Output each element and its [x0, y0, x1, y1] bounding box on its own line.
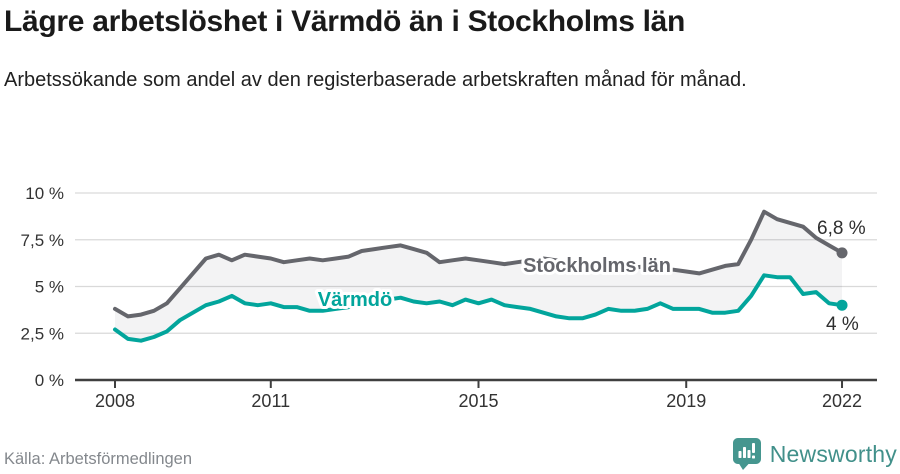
- newsworthy-bubble-chart-icon: [732, 437, 762, 471]
- x-tick-label: 2008: [95, 391, 135, 411]
- end-value-label-varmdo: 4 %: [826, 314, 859, 335]
- page-title: Lägre arbetslöshet i Värmdö än i Stockho…: [4, 5, 686, 38]
- end-dot-stockholms-lan: [836, 247, 848, 259]
- x-tick-label: 2011: [251, 391, 290, 411]
- y-tick-label: 2,5 %: [21, 324, 64, 343]
- newsworthy-wordmark: Newsworthy: [769, 440, 897, 467]
- series-label-varmdo: Värmdö: [318, 289, 392, 311]
- bar-chart-glyph: [738, 443, 755, 459]
- newsworthy-logo[interactable]: Newsworthy: [732, 437, 897, 471]
- y-tick-label: 0 %: [35, 371, 64, 390]
- area-between-series: [115, 211, 842, 341]
- x-tick-label: 2022: [822, 391, 862, 411]
- x-tick-label: 2015: [458, 391, 498, 411]
- x-tick-label: 2019: [666, 391, 706, 411]
- series-label-stockholms-lan: Stockholms län: [523, 255, 671, 277]
- end-value-label-stockholms-lan: 6,8 %: [817, 218, 866, 239]
- y-tick-label: 7,5 %: [21, 231, 64, 250]
- y-tick-label: 5 %: [35, 278, 64, 297]
- series-line-varmdo: [113, 273, 844, 343]
- line-chart: 0 % 2,5 % 5 % 7,5 % 10 % 2008 2011 2015 2019 2022…: [0, 168, 900, 414]
- end-dot-varmdo: [836, 299, 848, 311]
- series-line-stockholms-lan: [113, 209, 844, 319]
- speech-bubble-shape: [732, 438, 761, 470]
- y-tick-label: 10 %: [25, 184, 64, 203]
- header: Lägre arbetslöshet i Värmdö än i Stockho…: [0, 0, 757, 95]
- page-subtitle: Arbetssökande som andel av den registerb…: [4, 69, 747, 91]
- source-text: Källa: Arbetsförmedlingen: [4, 450, 193, 468]
